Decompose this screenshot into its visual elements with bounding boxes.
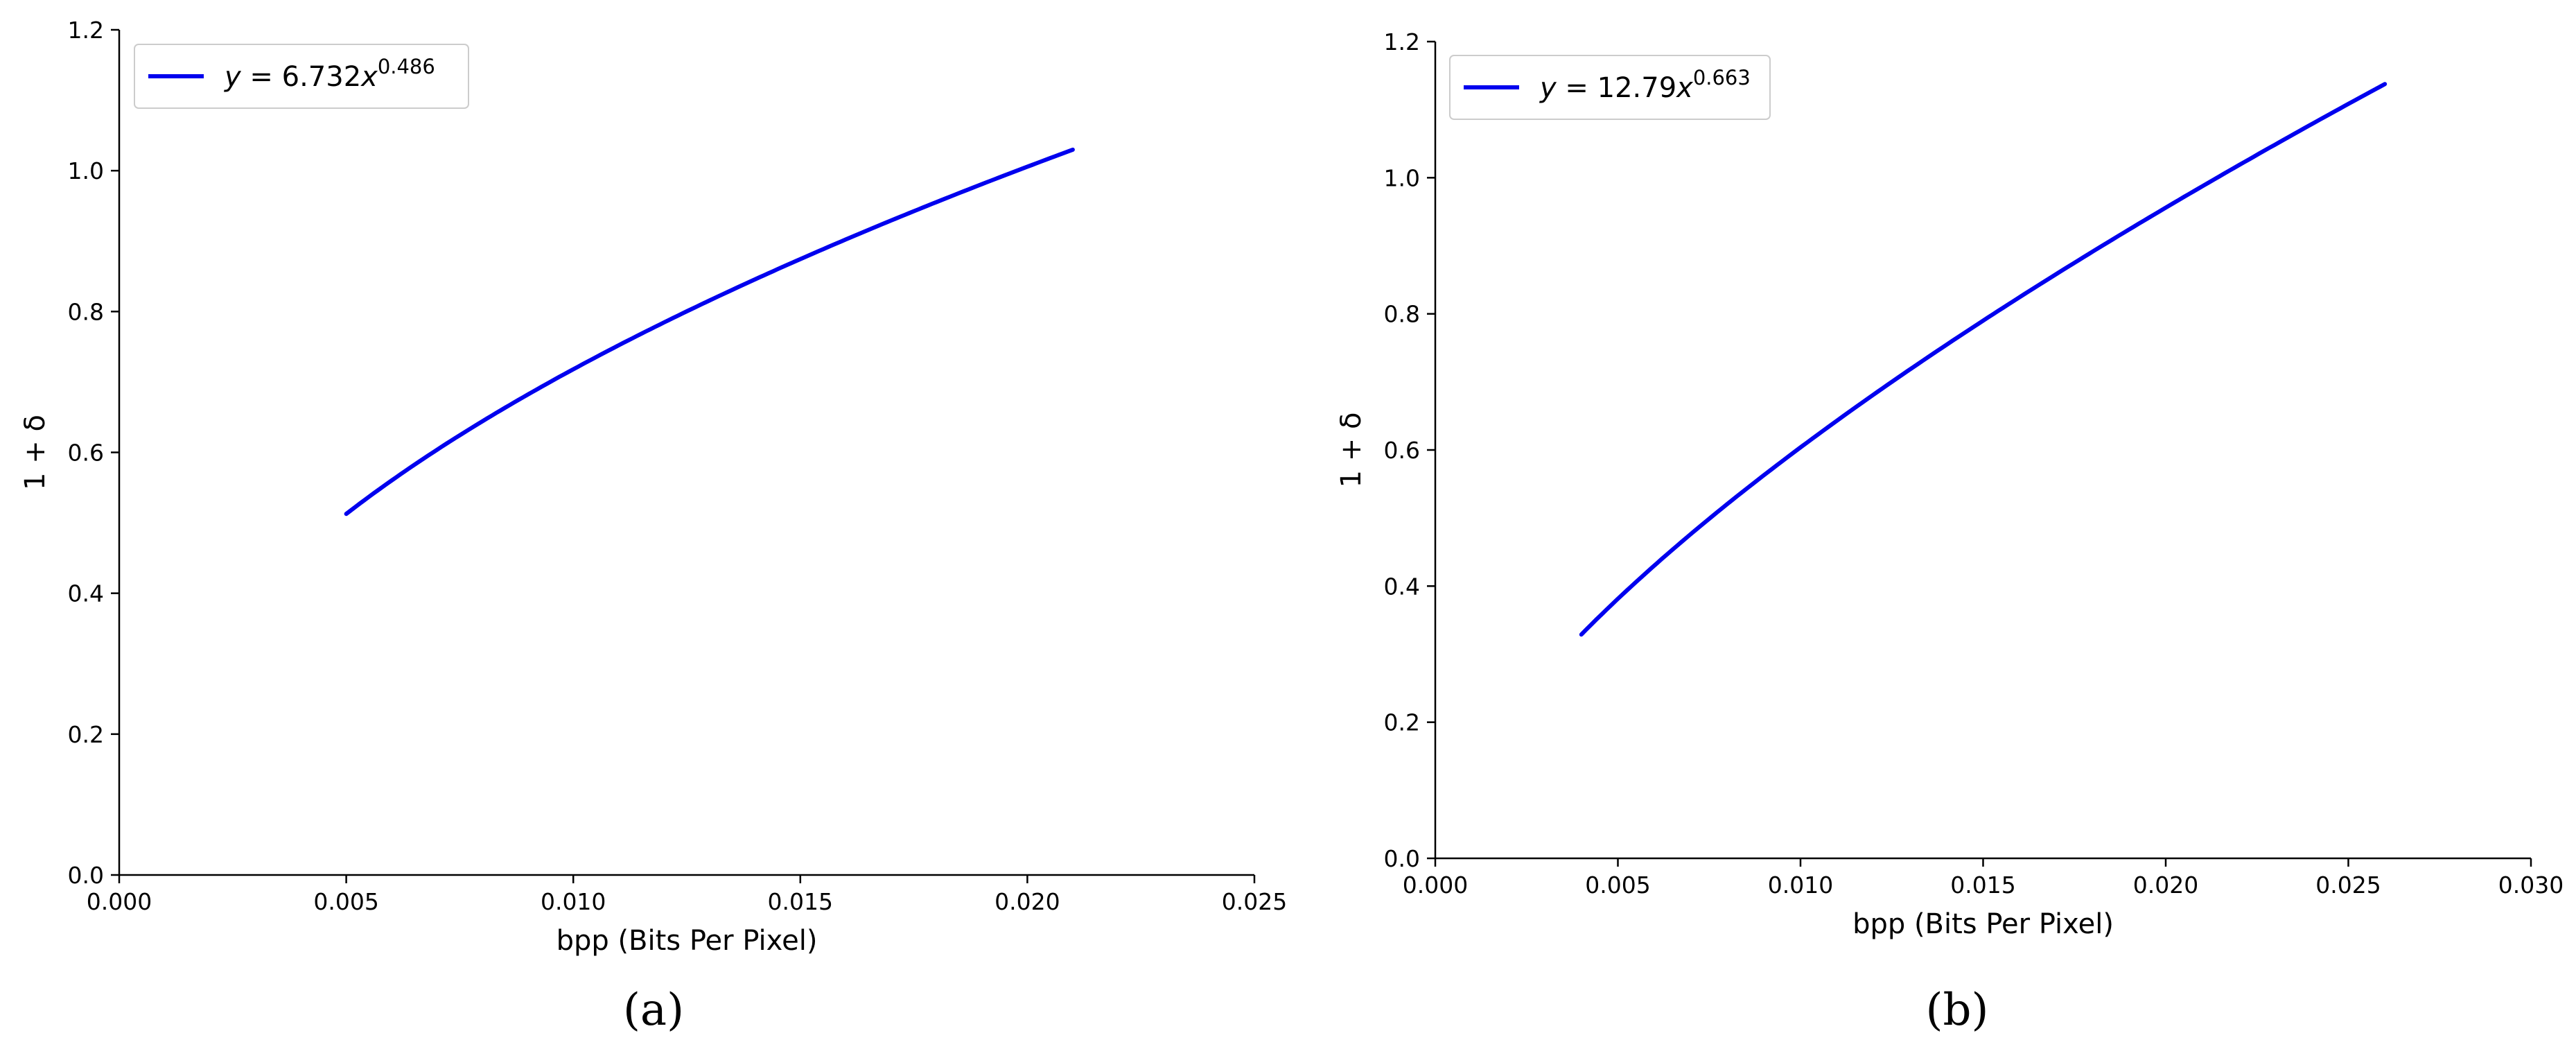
x-axis-label: bpp (Bits Per Pixel) xyxy=(1852,908,2114,940)
panel-caption: (b) xyxy=(1926,985,1989,1036)
legend: y = 6.732x0.486 xyxy=(134,44,469,109)
panel-caption: (a) xyxy=(623,985,684,1036)
x-axis-label: bpp (Bits Per Pixel) xyxy=(557,925,818,957)
legend-equals: = xyxy=(241,61,282,93)
chart-panel-a: 0.000 0.005 0.010 0.015 0.020 0.025 0.0 0.2 0.4 0… xyxy=(19,17,1287,1036)
legend: y = 12.79x0.663 xyxy=(1449,55,1771,120)
legend-variable: x xyxy=(1675,72,1693,104)
x-tick-label: 0.015 xyxy=(1950,872,2015,899)
x-tick-label: 0.010 xyxy=(1768,872,1833,899)
x-tick-label: 0.015 xyxy=(768,888,833,915)
legend-box xyxy=(134,44,469,109)
legend-entry: y = 6.732x0.486 xyxy=(224,55,435,93)
legend-coefficient: 12.79 xyxy=(1597,72,1677,104)
x-tick-label: 0.000 xyxy=(87,888,152,915)
series-line xyxy=(344,147,1075,517)
y-tick-label: 0.4 xyxy=(68,580,104,607)
x-tick-label: 0.020 xyxy=(995,888,1060,915)
y-tick-label: 1.2 xyxy=(68,17,104,44)
y-tick-label: 0.4 xyxy=(1384,573,1420,600)
y-tick-label: 0.0 xyxy=(68,862,104,889)
y-tick-label: 1.0 xyxy=(1384,164,1420,191)
legend-lhs: y xyxy=(224,61,242,93)
x-tick-label: 0.010 xyxy=(541,888,606,915)
y-tick-label: 0.6 xyxy=(68,440,104,467)
chart-panel-b: 0.000 0.005 0.010 0.015 0.020 0.025 0.030 0.0 0.… xyxy=(1335,28,2564,1036)
legend-exponent: 0.486 xyxy=(378,55,435,78)
legend-coefficient: 6.732 xyxy=(282,61,362,93)
x-tick-label: 0.030 xyxy=(2498,872,2564,899)
x-tick-label: 0.005 xyxy=(1585,872,1650,899)
legend-entry: y = 12.79x0.663 xyxy=(1539,66,1751,104)
y-tick-label: 1.2 xyxy=(1384,28,1420,55)
legend-exponent: 0.663 xyxy=(1693,66,1751,89)
y-axis-label: 1 + δ xyxy=(1335,413,1367,488)
y-tick-label: 0.8 xyxy=(68,298,104,325)
x-tick-label: 0.020 xyxy=(2133,872,2198,899)
y-tick-label: 1.0 xyxy=(68,157,104,184)
x-tick-label: 0.025 xyxy=(1222,888,1287,915)
x-tick-label: 0.025 xyxy=(2315,872,2381,899)
legend-lhs: y xyxy=(1539,72,1557,104)
x-tick-label: 0.005 xyxy=(313,888,378,915)
y-axis-label: 1 + δ xyxy=(19,415,51,490)
series-line xyxy=(1579,82,2387,637)
x-tick-label: 0.000 xyxy=(1403,872,1468,899)
y-tick-label: 0.2 xyxy=(1384,709,1420,736)
legend-equals: = xyxy=(1557,72,1597,104)
legend-box xyxy=(1449,55,1771,120)
y-tick-label: 0.0 xyxy=(1384,845,1420,872)
y-tick-label: 0.8 xyxy=(1384,301,1420,328)
y-tick-label: 0.6 xyxy=(1384,437,1420,464)
y-tick-label: 0.2 xyxy=(68,721,104,748)
legend-variable: x xyxy=(360,61,378,93)
